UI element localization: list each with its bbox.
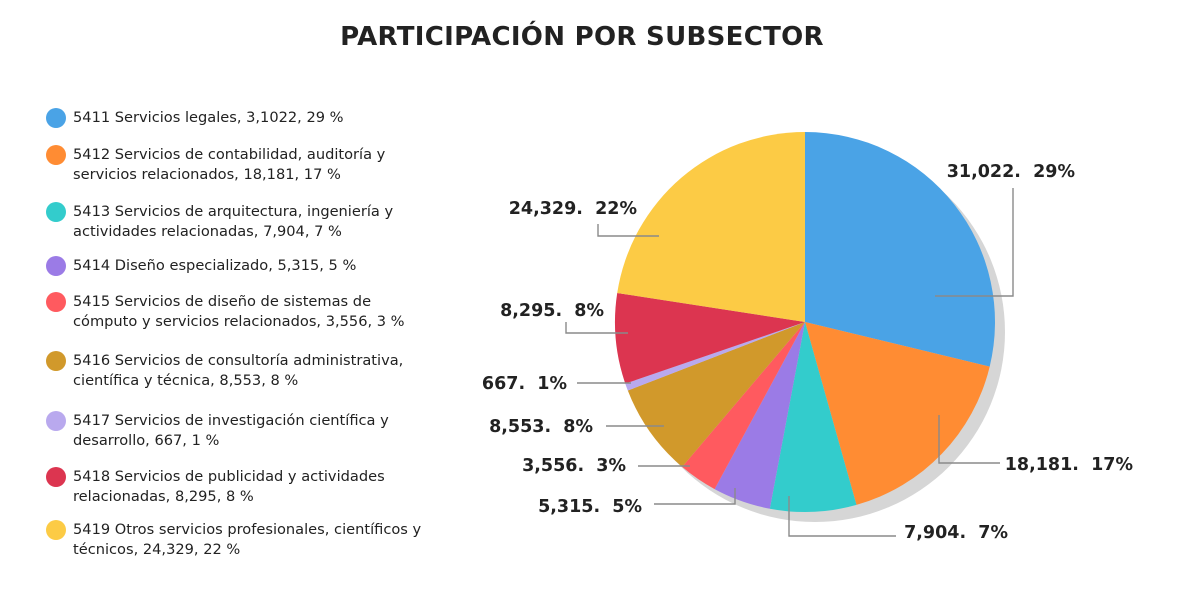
legend-label: 5417 Servicios de investigación científi…	[73, 412, 389, 449]
legend-label: 5414 Diseño especializado, 5,315, 5 %	[73, 257, 357, 274]
legend-swatch	[46, 256, 66, 276]
slice-label-5416: 8,553. 8%	[489, 417, 593, 437]
pie-slice-5414	[714, 322, 805, 509]
pie-slice-5415	[682, 322, 805, 490]
pie-slice-5416	[627, 322, 805, 467]
legend-item-5413: 5413 Servicios de arquitectura, ingenier…	[46, 202, 428, 242]
pie-slice-5419	[617, 132, 805, 322]
legend-label: 5412 Servicios de contabilidad, auditorí…	[73, 146, 386, 183]
legend-swatch	[46, 467, 66, 487]
leader-line-5412	[938, 415, 1000, 464]
legend-swatch	[46, 520, 66, 540]
slice-label-5417: 667. 1%	[482, 374, 567, 394]
legend-swatch	[46, 411, 66, 431]
legend-item-5416: 5416 Servicios de consultoría administra…	[46, 351, 428, 391]
legend-label: 5416 Servicios de consultoría administra…	[73, 352, 404, 389]
legend-item-5417: 5417 Servicios de investigación científi…	[46, 411, 428, 451]
slice-label-5418: 8,295. 8%	[500, 301, 604, 321]
legend-item-5414: 5414 Diseño especializado, 5,315, 5 %	[46, 256, 428, 276]
leader-line-5418	[565, 322, 628, 334]
legend-item-5419: 5419 Otros servicios profesionales, cien…	[46, 520, 428, 560]
slice-label-5412: 18,181. 17%	[1005, 455, 1133, 475]
legend-swatch	[46, 351, 66, 371]
slice-label-5414: 5,315. 5%	[538, 497, 642, 517]
legend-swatch	[46, 108, 66, 128]
legend-item-5415: 5415 Servicios de diseño de sistemas de …	[46, 292, 428, 332]
slice-label-5419: 24,329. 22%	[509, 199, 637, 219]
legend-item-5412: 5412 Servicios de contabilidad, auditorí…	[46, 145, 428, 185]
pie-slices	[614, 132, 995, 512]
legend-item-5411: 5411 Servicios legales, 3,1022, 29 %	[46, 108, 428, 128]
chart-title: PARTICIPACIÓN POR SUBSECTOR	[340, 22, 824, 52]
legend-label: 5418 Servicios de publicidad y actividad…	[73, 468, 385, 505]
legend-label: 5415 Servicios de diseño de sistemas de …	[73, 293, 405, 330]
legend-item-5418: 5418 Servicios de publicidad y actividad…	[46, 467, 428, 507]
leader-line-5413	[788, 496, 896, 537]
pie-slice-5413	[769, 322, 857, 512]
pie-slice-5418	[614, 293, 805, 384]
pie-slice-5411	[805, 132, 995, 367]
pie-slice-5412	[805, 322, 990, 505]
legend-label: 5413 Servicios de arquitectura, ingenier…	[73, 203, 394, 240]
leader-line-5414	[654, 488, 736, 505]
slice-label-5413: 7,904. 7%	[904, 523, 1008, 543]
legend-label: 5419 Otros servicios profesionales, cien…	[73, 521, 422, 558]
leader-line-5411	[935, 188, 1014, 297]
legend-label: 5411 Servicios legales, 3,1022, 29 %	[73, 109, 344, 126]
leader-line-5419	[597, 224, 659, 237]
slice-labels: 31,022. 29% 18,181. 17% 7,904. 7% 5,315. 5%…	[482, 162, 1133, 543]
slice-label-5411: 31,022. 29%	[947, 162, 1075, 182]
legend-swatch	[46, 145, 66, 165]
legend-swatch	[46, 202, 66, 222]
slice-label-5415: 3,556. 3%	[522, 456, 626, 476]
pie-slice-5417	[625, 322, 805, 391]
leader-lines	[565, 188, 1014, 537]
legend-swatch	[46, 292, 66, 312]
